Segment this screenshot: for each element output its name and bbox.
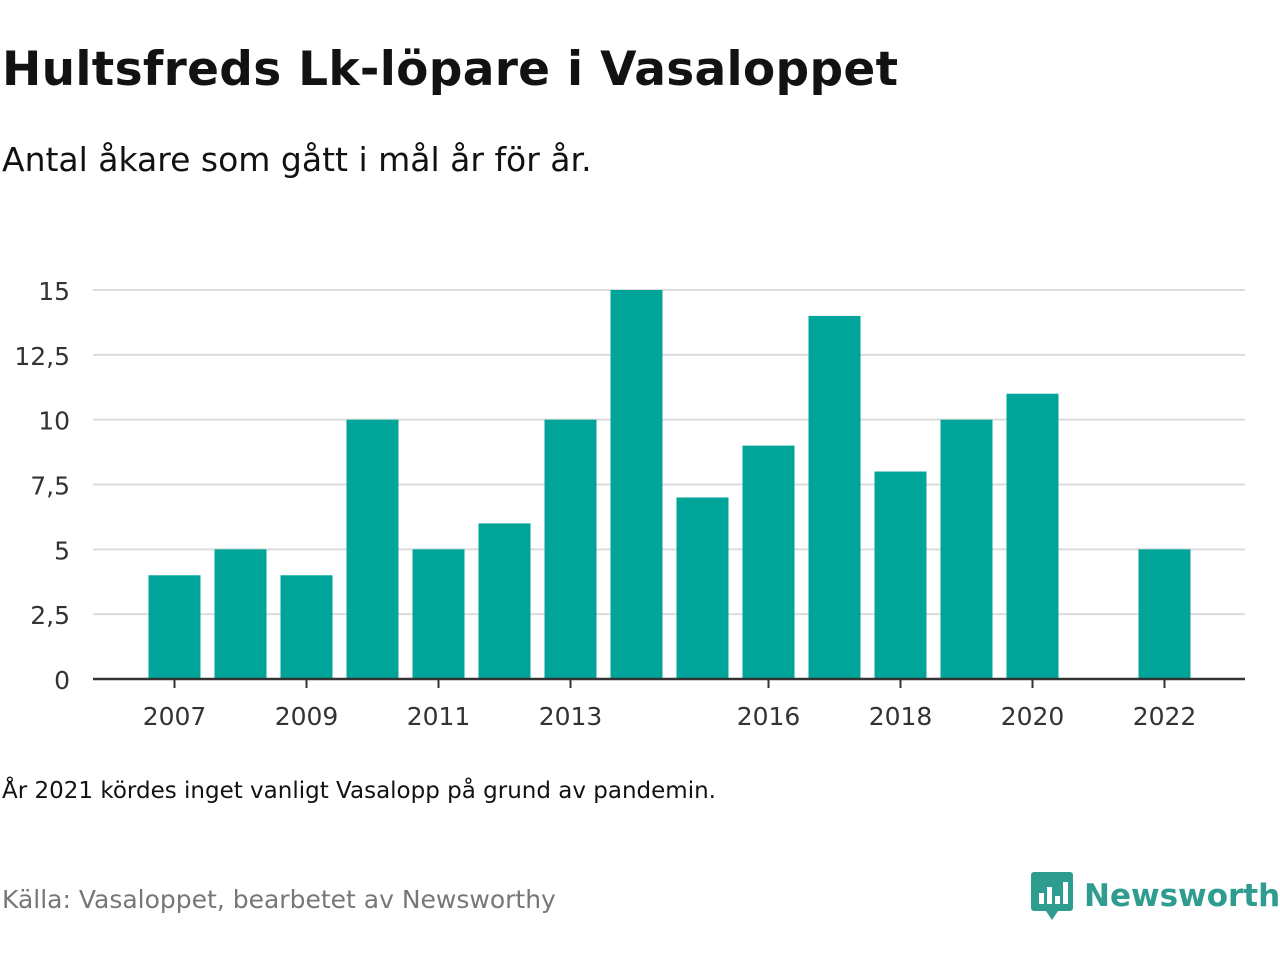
bars: [148, 290, 1191, 679]
x-axis-ticks: 2007 2009 2011 2013 2016 2018 2020 2022: [143, 679, 1197, 731]
y-axis-ticks: 0 2,5 5 7,5 10 12,5 15: [14, 277, 70, 695]
y-tick-label: 2,5: [30, 601, 70, 630]
bar-2010: [346, 419, 399, 679]
x-tick-label: 2013: [539, 702, 603, 731]
x-tick-label: 2020: [1001, 702, 1065, 731]
bar-2018: [874, 471, 927, 679]
x-tick-label: 2007: [143, 702, 207, 731]
bar-2017: [808, 315, 861, 679]
y-tick-label: 5: [54, 536, 70, 565]
y-tick-label: 7,5: [30, 472, 70, 501]
x-tick-label: 2011: [407, 702, 471, 731]
brand-name: Newsworthy: [1084, 878, 1280, 914]
x-tick-label: 2009: [275, 702, 339, 731]
x-tick-label: 2022: [1133, 702, 1197, 731]
y-tick-label: 12,5: [14, 342, 70, 371]
y-tick-label: 15: [38, 277, 70, 306]
x-tick-label: 2016: [737, 702, 801, 731]
bar-chart: 0 2,5 5 7,5 10 12,5 15 2007 2009 2011 2013 2016 201…: [14, 277, 1245, 731]
bar-2016: [742, 445, 795, 679]
bar-2019: [940, 419, 993, 679]
y-tick-label: 10: [38, 407, 70, 436]
bar-2012: [478, 523, 531, 679]
chart-subtitle: Antal åkare som gått i mål år för år.: [2, 140, 592, 179]
source-text: Källa: Vasaloppet, bearbetet av Newswort…: [2, 885, 556, 914]
bar-2008: [214, 549, 267, 679]
bar-2013: [544, 419, 597, 679]
bar-2009: [280, 575, 333, 679]
bar-2020: [1006, 393, 1059, 679]
bar-2014: [610, 290, 663, 679]
brand-logo: Newsworthy: [1030, 868, 1280, 924]
bar-2007: [148, 575, 201, 679]
footnote: År 2021 kördes inget vanligt Vasalopp på…: [2, 778, 716, 804]
bar-2022: [1138, 549, 1191, 679]
bar-2011: [412, 549, 465, 679]
y-tick-label: 0: [54, 666, 70, 695]
bar-2015: [676, 497, 729, 679]
newsworthy-logo-icon: [1031, 872, 1073, 920]
x-tick-label: 2018: [869, 702, 933, 731]
chart-title: Hultsfreds Lk-löpare i Vasaloppet: [2, 42, 899, 97]
